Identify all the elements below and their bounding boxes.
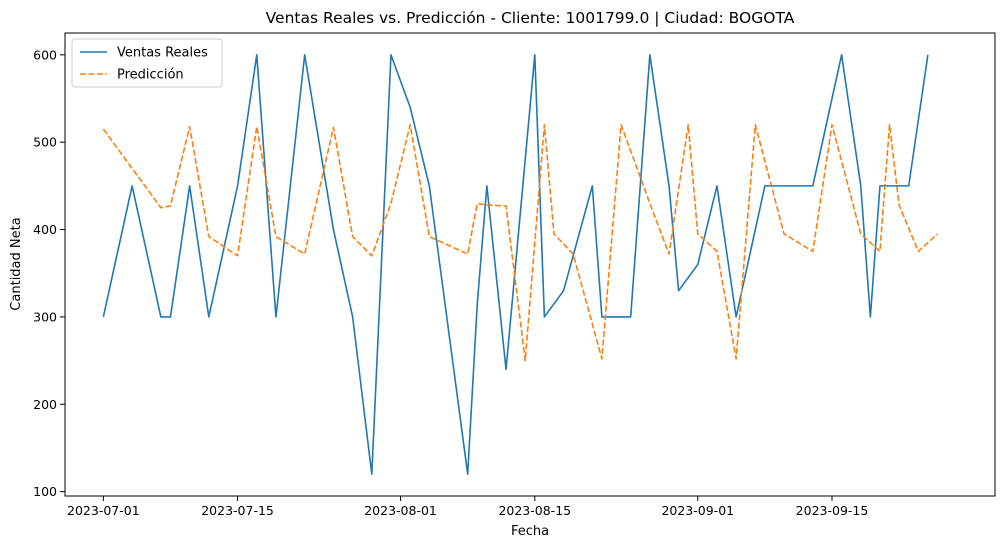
y-tick-label: 100 [33,484,57,499]
y-axis-label: Cantidad Neta [9,217,24,310]
x-tick-label: 2023-09-01 [661,503,734,518]
legend: Ventas Reales Predicción [71,38,223,88]
x-axis: 2023-07-01 2023-07-15 2023-08-01 2023-08-15… [67,496,868,518]
series-line-ventas-reales [102,54,929,475]
y-tick-label: 400 [33,222,57,237]
y-tick-label: 500 [33,135,57,150]
plot-frame [64,32,996,497]
y-tick-label: 200 [33,397,57,412]
x-tick-label: 2023-07-15 [201,503,274,518]
x-tick-label: 2023-08-15 [498,503,571,518]
y-axis: 100 200 300 400 500 600 [33,47,65,499]
legend-label: Ventas Reales [117,46,208,61]
x-tick-label: 2023-07-01 [67,503,140,518]
chart-title: Ventas Reales vs. Predicción - Cliente: … [266,9,795,27]
x-tick-label: 2023-08-01 [364,503,437,518]
y-tick-label: 600 [33,47,57,62]
plot-series [102,54,939,475]
legend-box [71,38,223,88]
y-tick-label: 300 [33,309,57,324]
legend-label: Predicción [117,68,184,83]
x-tick-label: 2023-09-15 [796,503,869,518]
series-line-prediccion [102,123,939,362]
x-axis-label: Fecha [511,524,549,539]
